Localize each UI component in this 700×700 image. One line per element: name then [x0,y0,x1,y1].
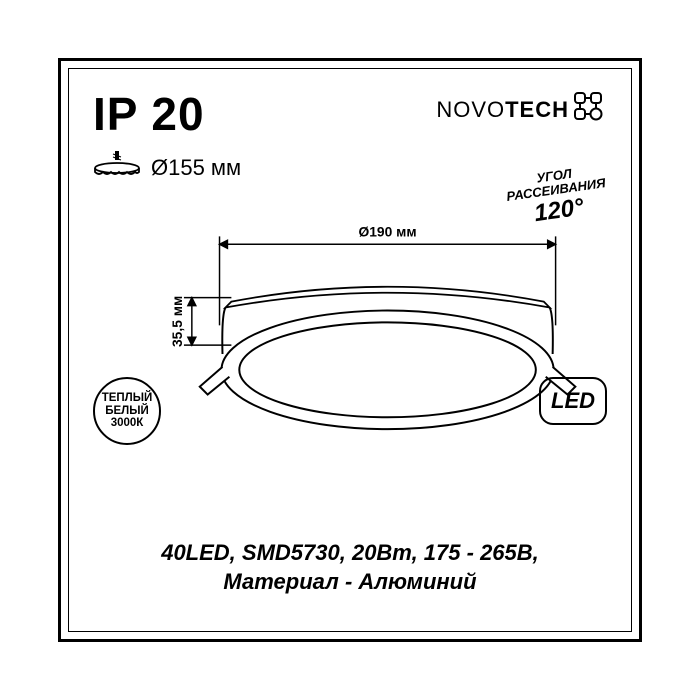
hole-saw-icon [93,151,141,184]
led-text: LED [551,388,595,414]
color-temp-badge: ТЕПЛЫЙ БЕЛЫЙ 3000К [93,377,161,445]
temp-line-3: 3000К [111,417,144,430]
inner-frame: IP 20 NOVOTECH [68,68,632,632]
height-label: 35,5 мм [169,296,185,347]
brand-icon [571,89,607,130]
brand-logo: NOVOTECH [436,89,607,130]
cutout-dimension: Ø155 мм [151,155,241,181]
specifications: 40LED, SMD5730, 20Вт, 175 - 265В, Матери… [69,538,631,597]
cutout-row: Ø155 мм [93,151,241,184]
fixture-diagram: Ø190 мм 35,5 мм [93,199,607,511]
outer-frame: IP 20 NOVOTECH [58,58,642,642]
brand-text: NOVOTECH [436,97,569,123]
spec-line-1: 40LED, SMD5730, 20Вт, 175 - 265В, [69,538,631,568]
ip-rating: IP 20 [93,87,205,141]
temp-line-1: ТЕПЛЫЙ [102,392,153,405]
led-badge: LED [539,377,607,425]
temp-line-2: БЕЛЫЙ [105,405,149,418]
spec-line-2: Материал - Алюминий [69,567,631,597]
diameter-label: Ø190 мм [358,223,416,239]
